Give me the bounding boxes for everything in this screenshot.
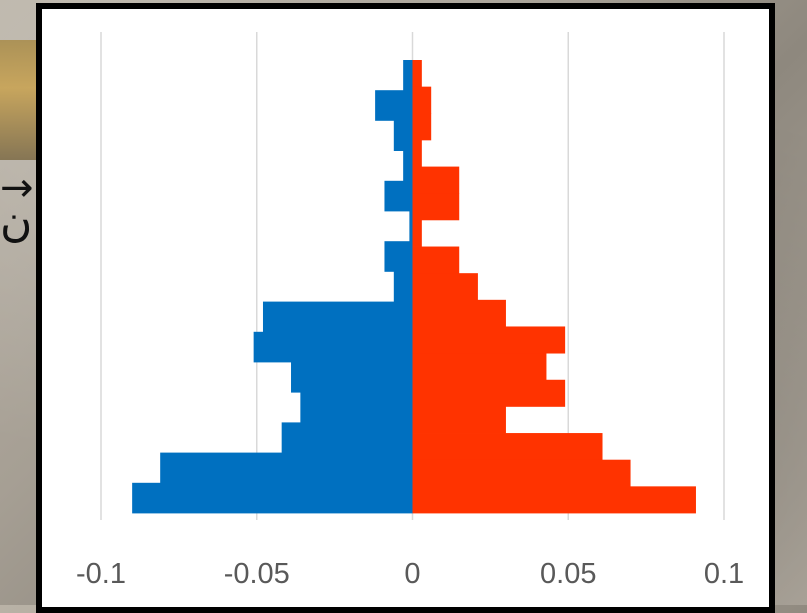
right-series-bar-0 <box>412 60 422 88</box>
right-series-bar-10 <box>412 326 566 354</box>
x-tick-label-1: -0.05 <box>224 558 290 590</box>
right-series-bar-1 <box>412 86 432 114</box>
right-series-bar-11 <box>412 353 547 381</box>
background-glyph-icon: ن <box>0 196 33 247</box>
x-tick-label-3: 0.05 <box>540 558 596 590</box>
right-series-bar-6 <box>412 219 422 247</box>
left-series-bar-14 <box>132 482 413 514</box>
right-series-bar-4 <box>412 166 460 194</box>
left-series-bar-1 <box>375 90 413 121</box>
right-series-bar-7 <box>412 246 460 274</box>
left-series-bar-9 <box>253 331 413 363</box>
right-series-bar-15 <box>412 459 631 487</box>
background-map-image <box>0 40 40 160</box>
right-series-bars <box>412 60 696 514</box>
right-series-bar-9 <box>412 299 506 327</box>
x-tick-label-0: -0.1 <box>76 558 126 590</box>
left-series-bar-7 <box>393 271 413 302</box>
arrow-icon: → <box>0 165 34 211</box>
left-series-bar-10 <box>291 362 413 393</box>
left-series-bar-3 <box>403 150 413 182</box>
x-tick-label-4: 0.1 <box>704 558 744 590</box>
right-series-bar-14 <box>412 433 603 461</box>
left-series-bar-12 <box>281 422 413 453</box>
left-series-bar-4 <box>384 180 413 212</box>
left-series-bar-8 <box>262 301 413 333</box>
right-series-bar-12 <box>412 379 566 407</box>
left-series-bar-13 <box>160 452 413 484</box>
left-series-bar-11 <box>300 392 413 423</box>
left-series-bar-5 <box>409 211 413 242</box>
x-axis-tick-labels: -0.1 -0.05 0 0.05 0.1 <box>76 558 744 590</box>
x-tick-label-2: 0 <box>404 558 420 590</box>
left-series-bar-6 <box>384 241 413 272</box>
right-series-bar-2 <box>412 113 432 141</box>
left-series-bar-0 <box>403 60 413 91</box>
left-series-bars <box>132 60 413 514</box>
left-series-bar-2 <box>393 120 413 151</box>
right-series-bar-13 <box>412 406 506 434</box>
right-series-bar-3 <box>412 139 422 167</box>
right-series-bar-5 <box>412 193 460 221</box>
right-series-bar-8 <box>412 273 478 301</box>
right-series-bar-16 <box>412 486 696 514</box>
